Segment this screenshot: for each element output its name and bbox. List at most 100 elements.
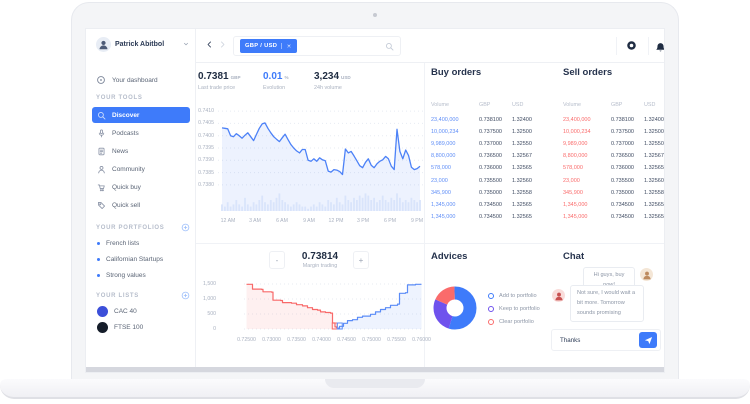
order-price-cell[interactable]: 0.734500 [611, 201, 634, 208]
order-price-cell[interactable]: 0.735500 [611, 177, 634, 184]
settings-gear-button[interactable] [626, 40, 637, 51]
sidebar-item-news[interactable]: News [92, 143, 190, 159]
order-volume-cell[interactable]: 1,345,000 [563, 201, 588, 208]
order-volume-cell[interactable]: 1,345,000 [431, 213, 456, 220]
stat-value: 0.7381 [198, 71, 229, 82]
order-price-cell[interactable]: 0.736500 [479, 153, 502, 160]
order-price-cell[interactable]: 1.32565 [512, 213, 532, 220]
order-price-cell[interactable]: 0.735000 [479, 189, 502, 196]
order-price-cell[interactable]: 1.32400 [512, 117, 532, 123]
x-tick-label: 6 PM [383, 218, 397, 224]
margin-decrease-button[interactable]: - [269, 251, 285, 269]
sidebar-item-label: CAC 40 [114, 307, 137, 315]
order-volume-cell[interactable]: 345,900 [431, 189, 451, 196]
order-price-cell[interactable]: 1.32565 [644, 213, 664, 220]
chat-input[interactable] [551, 329, 661, 351]
user-menu[interactable]: Patrick Abitbol [96, 36, 190, 52]
sidebar-item-quick-buy[interactable]: Quick buy [92, 179, 190, 195]
order-price-cell[interactable]: 1.32567 [644, 153, 664, 160]
order-price-cell[interactable]: 0.738100 [479, 117, 502, 123]
chevron-down-icon[interactable] [182, 40, 190, 48]
send-button[interactable] [639, 332, 657, 348]
order-volume-cell[interactable]: 345,900 [563, 189, 583, 196]
sidebar-item-label: News [112, 147, 129, 155]
nav-back-button[interactable] [205, 40, 214, 49]
order-price-cell[interactable]: 0.734500 [479, 201, 502, 208]
order-volume-cell[interactable]: 10,000,234 [431, 129, 459, 136]
order-volume-cell[interactable]: 578,000 [563, 165, 583, 172]
sidebar-item-strong-values[interactable]: Strong values [92, 267, 190, 283]
price-chart[interactable] [218, 105, 424, 213]
order-price-cell[interactable]: 1.32550 [512, 141, 532, 148]
column-divider [424, 63, 425, 372]
order-volume-cell[interactable]: 578,000 [431, 165, 451, 172]
order-price-cell[interactable]: 1.32558 [644, 189, 664, 196]
section-header-label: YOUR TOOLS [96, 95, 143, 101]
order-price-cell[interactable]: 1.32560 [512, 177, 532, 184]
order-price-cell[interactable]: 1.32500 [512, 129, 532, 136]
add-circle-icon[interactable] [181, 223, 190, 232]
order-price-cell[interactable]: 1.32565 [512, 165, 532, 172]
order-volume-cell[interactable]: 8,800,000 [431, 153, 456, 160]
order-volume-cell[interactable]: 9,989,000 [431, 141, 456, 148]
sidebar-item-californian-startups[interactable]: Californian Startups [92, 251, 190, 267]
order-price-cell[interactable]: 1.32565 [512, 201, 532, 208]
legend-item[interactable]: Keep to portfolio [488, 306, 540, 312]
legend-item[interactable]: Clear portfolio [488, 319, 534, 325]
order-price-cell[interactable]: 0.737000 [479, 141, 502, 148]
margin-value: 0.73814 [301, 251, 339, 262]
nav-forward-button[interactable] [218, 40, 227, 49]
order-volume-cell[interactable]: 1,345,000 [563, 213, 588, 220]
sidebar-item-dashboard[interactable]: Your dashboard [96, 75, 158, 85]
order-price-cell[interactable]: 1.32565 [644, 165, 664, 172]
y-tick-label: 0.7405 [198, 120, 214, 127]
order-price-cell[interactable]: 0.736000 [479, 165, 502, 172]
x-tick-label: 0.76000 [412, 337, 431, 343]
currency-pair-tag[interactable]: GBP / USD [240, 39, 298, 53]
order-price-cell[interactable]: 0.736000 [611, 165, 634, 172]
order-price-cell[interactable]: 1.32400 [644, 117, 664, 123]
order-price-cell[interactable]: 0.737000 [611, 141, 634, 148]
order-price-cell[interactable]: 0.736500 [611, 153, 634, 160]
order-volume-cell[interactable]: 23,400,000 [563, 117, 591, 123]
sidebar-item-cac-40[interactable]: CAC 40 [92, 303, 190, 319]
x-tick-label: 9 AM [303, 218, 315, 224]
order-price-cell[interactable]: 0.735500 [479, 177, 502, 184]
order-volume-cell[interactable]: 23,000 [431, 177, 448, 184]
sidebar-item-ftse-100[interactable]: FTSE 100 [92, 319, 190, 335]
order-price-cell[interactable]: 1.32550 [644, 141, 664, 148]
order-price-cell[interactable]: 1.32565 [644, 201, 664, 208]
close-icon[interactable] [281, 43, 292, 49]
order-volume-cell[interactable]: 23,400,000 [431, 117, 459, 123]
order-volume-cell[interactable]: 9,989,000 [563, 141, 588, 148]
notifications-bell-button[interactable] [655, 40, 664, 58]
order-price-cell[interactable]: 0.734500 [611, 213, 634, 220]
order-volume-cell[interactable]: 23,000 [563, 177, 580, 184]
order-price-cell[interactable]: 0.734500 [479, 213, 502, 220]
order-price-cell[interactable]: 1.32560 [644, 177, 664, 184]
order-price-cell[interactable]: 1.32567 [512, 153, 532, 160]
legend-item[interactable]: Add to portfolio [488, 293, 537, 299]
depth-chart[interactable] [244, 281, 424, 331]
search-input[interactable]: GBP / USD [233, 36, 401, 56]
sidebar-item-community[interactable]: Community [92, 161, 190, 177]
sidebar-item-discover[interactable]: Discover [92, 107, 190, 123]
order-price-cell[interactable]: 0.738100 [611, 117, 634, 123]
webcam-icon [373, 13, 377, 17]
bullet-dot-icon [97, 273, 100, 277]
order-price-cell[interactable]: 1.32558 [512, 189, 532, 196]
order-volume-cell[interactable]: 1,345,000 [431, 201, 456, 208]
sidebar-item-french-lists[interactable]: French lists [92, 235, 190, 251]
sidebar-item-podcasts[interactable]: Podcasts [92, 125, 190, 141]
sidebar-item-label: Strong values [106, 271, 146, 279]
sidebar-item-quick-sell[interactable]: Quick sell [92, 197, 190, 213]
order-volume-cell[interactable]: 8,800,000 [563, 153, 588, 160]
order-volume-cell[interactable]: 10,000,234 [563, 129, 591, 136]
order-price-cell[interactable]: 0.735000 [611, 189, 634, 196]
add-circle-icon[interactable] [181, 291, 190, 300]
margin-increase-button[interactable]: + [353, 251, 369, 269]
order-price-cell[interactable]: 0.737500 [479, 129, 502, 136]
order-price-cell[interactable]: 1.32500 [644, 129, 664, 136]
order-price-cell[interactable]: 0.737500 [611, 129, 634, 136]
